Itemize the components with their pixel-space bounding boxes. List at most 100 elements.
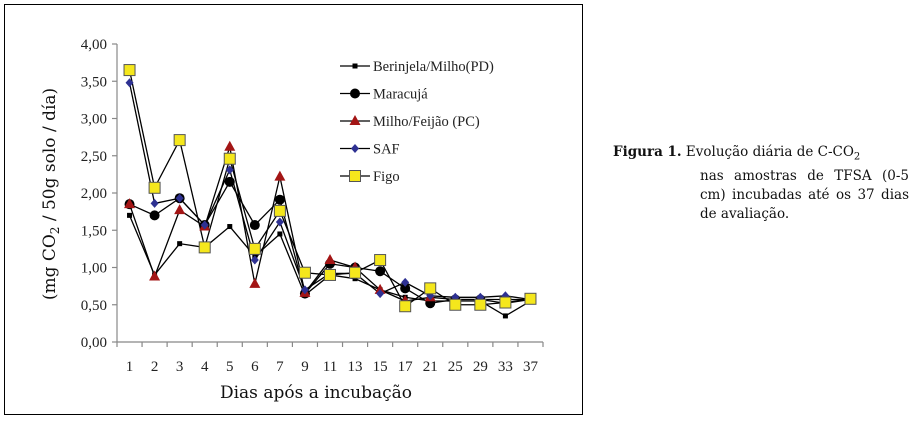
legend-label: Maracujá [373,87,428,103]
data-point-maracuja [274,194,285,205]
data-point-saf [300,285,309,295]
series-markers [123,64,537,319]
legend-item: SAF [340,142,400,158]
axes: 0,00 0,50 1,00 1,50 2,00 2,50 3,00 3,50 4,00 1 2 3 4… [81,37,544,375]
data-point-berinjela-milho-pd [277,231,283,237]
data-point-berinjela-milho-pd [502,313,508,319]
legend-item: Figo [340,169,400,185]
x-axis-title: Dias após a incubação [220,383,412,403]
y-tick-label: 2,00 [81,186,107,202]
legend-label: Berinjela/Milho(PD) [373,59,494,75]
x-tick-label: 4 [201,359,209,375]
data-point-berinjela-milho-pd [127,212,133,218]
data-point-saf [225,165,234,175]
x-tick-label: 11 [323,359,337,375]
data-point-milho-feijao-pc [149,270,161,281]
legend: Berinjela/Milho(PD) Maracujá Milho/Feijão … [340,59,494,185]
x-tick-label: 29 [473,359,488,375]
x-tick-label: 33 [498,359,513,375]
y-tick-label: 4,00 [81,37,107,53]
data-point-saf [275,217,284,227]
data-point-figo [349,266,362,279]
data-point-figo [223,152,236,165]
x-tick-label: 1 [126,359,134,375]
data-point-figo [474,298,487,311]
y-tick-label: 3,50 [81,74,107,90]
data-point-milho-feijao-pc [324,254,336,265]
data-point-figo [273,204,286,217]
x-tick-label: 2 [151,359,159,375]
data-point-saf [150,198,159,208]
data-point-saf [175,193,184,203]
data-point-maracuja [375,266,386,277]
data-point-berinjela-milho-pd [227,224,233,230]
x-tick-label: 17 [398,359,414,375]
data-point-figo [248,242,261,255]
caption-text-main: Evolução diária de C-CO2 [685,144,861,163]
x-tick-label: 9 [301,359,309,375]
data-point-milho-feijao-pc [374,283,386,294]
data-point-milho-feijao-pc [274,170,286,181]
data-point-figo [123,64,136,77]
data-point-maracuja [400,283,411,294]
figure-caption: Figura 1. Evolução diária de C-CO2 nas a… [613,143,909,224]
legend-marker [349,115,361,125]
x-tick-label: 15 [373,359,388,375]
data-point-milho-feijao-pc [174,204,186,215]
caption-label: Figura 1. [613,144,682,160]
data-point-figo [324,268,336,281]
y-tick-label: 0,50 [81,298,107,314]
data-point-figo [524,292,537,305]
x-tick-label: 7 [276,359,284,375]
legend-label: SAF [373,142,400,158]
caption-text-rest: nas amostras de TFSA (0-5 cm) incubadas … [700,167,909,222]
legend-item: Berinjela/Milho(PD) [340,59,494,75]
data-point-maracuja [149,210,160,221]
y-tick-label: 3,00 [81,112,107,128]
data-point-saf [401,277,410,287]
data-point-maracuja [249,220,260,231]
data-point-figo [399,300,412,313]
y-tick-label: 1,00 [81,261,107,277]
legend-label: Figo [373,169,400,185]
x-tick-label: 37 [523,359,539,375]
series-markers-maracuja [124,176,536,309]
data-point-saf [125,78,134,88]
x-tick-label: 21 [423,359,438,375]
data-point-saf [250,255,259,265]
data-point-figo [374,254,387,267]
data-point-saf [200,220,209,230]
data-point-maracuja [224,176,235,187]
data-point-figo [148,181,161,194]
data-point-saf [376,289,385,299]
x-tick-label: 13 [348,359,363,375]
data-point-figo [198,241,211,254]
legend-marker [351,144,359,153]
data-point-milho-feijao-pc [249,277,261,288]
legend-marker [352,63,358,69]
data-point-figo [173,134,186,147]
series-markers-figo [123,64,537,313]
x-tick-label: 3 [176,359,184,375]
legend-label: Milho/Feijão (PC) [373,114,480,130]
x-tick-label: 5 [226,359,234,375]
x-tick-label: 6 [251,359,259,375]
y-tick-label: 0,00 [81,335,107,351]
data-point-milho-feijao-pc [124,198,136,209]
y-axis-title: (mg CO2 / 50g solo / día) [40,88,62,300]
data-point-berinjela-milho-pd [177,241,183,247]
data-point-milho-feijao-pc [224,140,236,151]
y-tick-label: 2,50 [81,149,107,165]
figure-frame [4,4,583,415]
legend-marker [350,88,360,99]
legend-marker [349,170,361,182]
y-tick-label: 1,50 [81,223,107,239]
series-line-maracuja [129,180,531,304]
data-point-figo [424,282,437,295]
legend-item: Maracujá [340,87,428,103]
data-point-figo [298,266,311,279]
legend-item: Milho/Feijão (PC) [340,114,480,130]
x-tick-label: 25 [448,359,463,375]
data-point-figo [449,298,462,311]
